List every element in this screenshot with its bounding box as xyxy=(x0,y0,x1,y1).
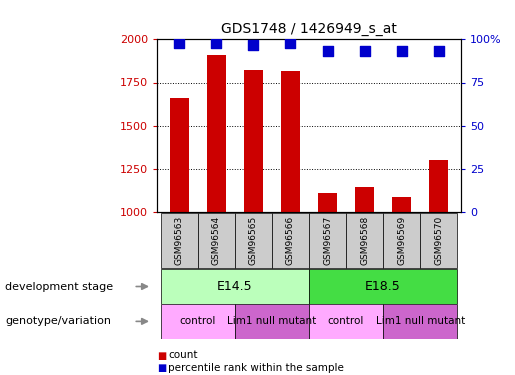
Point xyxy=(286,40,295,46)
Text: GSM96569: GSM96569 xyxy=(397,216,406,265)
Bar xyxy=(235,213,272,268)
Bar xyxy=(207,55,226,212)
Text: GSM96567: GSM96567 xyxy=(323,216,332,265)
Bar xyxy=(383,304,457,339)
Bar xyxy=(161,304,235,339)
Text: ■: ■ xyxy=(157,363,166,373)
Text: GSM96563: GSM96563 xyxy=(175,216,184,265)
Bar xyxy=(392,197,411,212)
Title: GDS1748 / 1426949_s_at: GDS1748 / 1426949_s_at xyxy=(221,22,397,36)
Text: GSM96568: GSM96568 xyxy=(360,216,369,265)
Point xyxy=(435,48,443,54)
Text: Lim1 null mutant: Lim1 null mutant xyxy=(227,316,317,326)
Bar xyxy=(272,213,309,268)
Bar xyxy=(309,269,457,304)
Bar xyxy=(318,193,337,212)
Bar xyxy=(309,213,346,268)
Text: GSM96566: GSM96566 xyxy=(286,216,295,265)
Text: ■: ■ xyxy=(157,351,166,360)
Bar xyxy=(355,187,374,212)
Bar xyxy=(161,269,309,304)
Point xyxy=(360,48,369,54)
Bar xyxy=(161,213,198,268)
Text: GSM96564: GSM96564 xyxy=(212,216,221,265)
Bar xyxy=(198,213,235,268)
Text: genotype/variation: genotype/variation xyxy=(5,316,111,326)
Bar xyxy=(420,213,457,268)
Point xyxy=(212,40,220,46)
Text: percentile rank within the sample: percentile rank within the sample xyxy=(168,363,345,373)
Point xyxy=(175,40,183,46)
Point xyxy=(249,42,258,48)
Bar xyxy=(170,98,188,212)
Text: control: control xyxy=(180,316,216,326)
Text: GSM96565: GSM96565 xyxy=(249,216,258,265)
Bar xyxy=(309,304,383,339)
Bar xyxy=(430,160,448,212)
Bar xyxy=(346,213,383,268)
Text: control: control xyxy=(328,316,364,326)
Text: E18.5: E18.5 xyxy=(365,280,401,293)
Bar xyxy=(281,71,300,212)
Text: GSM96570: GSM96570 xyxy=(434,216,443,265)
Text: count: count xyxy=(168,351,198,360)
Point xyxy=(398,48,406,54)
Bar xyxy=(235,304,309,339)
Point xyxy=(323,48,332,54)
Bar xyxy=(383,213,420,268)
Text: Lim1 null mutant: Lim1 null mutant xyxy=(375,316,465,326)
Text: development stage: development stage xyxy=(5,282,113,291)
Text: E14.5: E14.5 xyxy=(217,280,253,293)
Bar xyxy=(244,70,263,212)
